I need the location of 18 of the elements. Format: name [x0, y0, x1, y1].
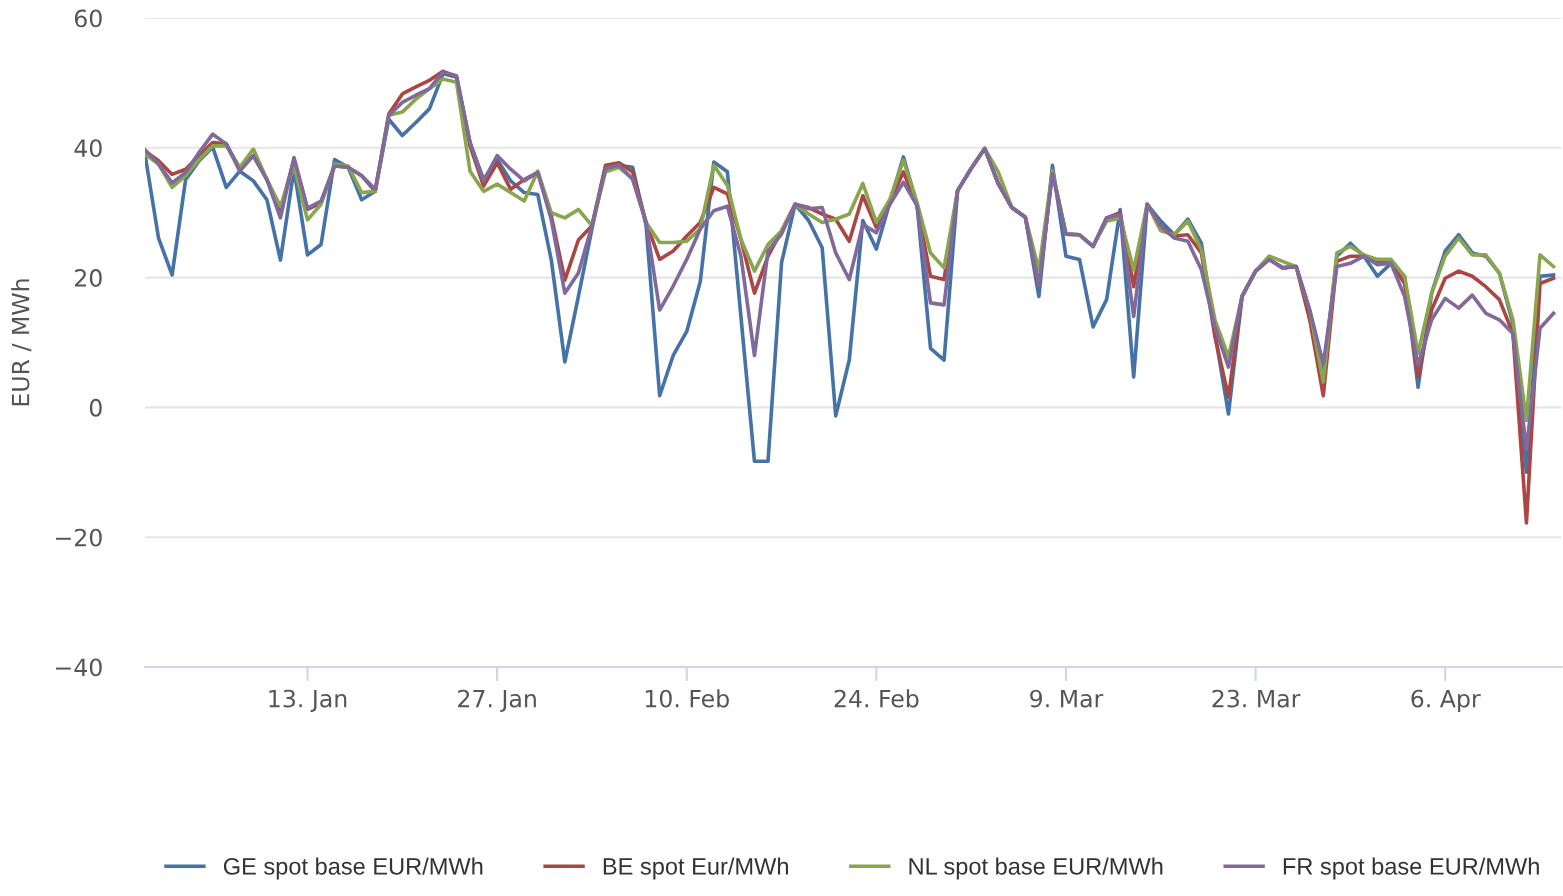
x-tick-label: 13. Jan — [269, 689, 347, 712]
y-tick-label: −20 — [56, 528, 102, 547]
y-axis-title: EUR / MWh — [11, 279, 32, 406]
legend-label: NL spot base EUR/MWh — [909, 857, 1163, 880]
x-tick-label: 6. Apr — [1411, 689, 1481, 713]
y-tick-label: 20 — [75, 269, 102, 287]
y-tick-label: −40 — [56, 658, 102, 677]
x-tick-label: 23. Mar — [1212, 689, 1301, 708]
legend-label: FR spot base EUR/MWh — [1283, 857, 1539, 880]
y-tick-label: 0 — [89, 398, 102, 417]
x-tick-label: 10. Feb — [645, 689, 729, 708]
legend-label: GE spot base EUR/MWh — [223, 857, 483, 880]
y-tick-label: 60 — [74, 9, 102, 28]
x-tick-label: 27. Jan — [458, 689, 536, 712]
x-tick-label: 24. Feb — [834, 689, 919, 708]
x-tick-label: 9. Mar — [1030, 689, 1104, 708]
legend-label: BE spot Eur/MWh — [603, 857, 788, 880]
y-tick-label: 40 — [74, 139, 102, 158]
